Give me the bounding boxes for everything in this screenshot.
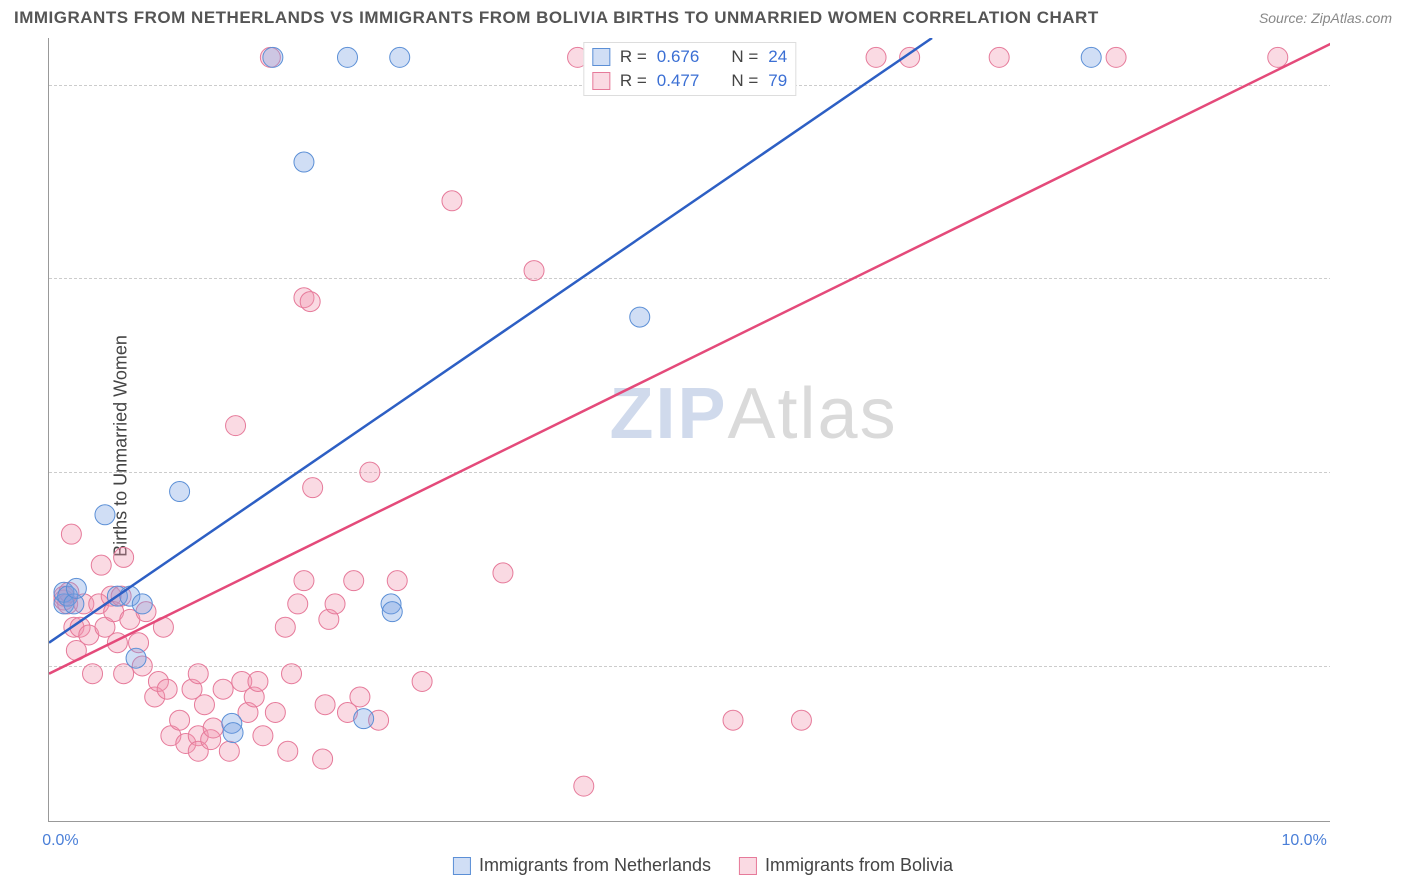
r-label: R = xyxy=(620,47,647,67)
n-value: 24 xyxy=(768,47,787,67)
legend-label: Immigrants from Bolivia xyxy=(765,855,953,876)
regression-line xyxy=(49,38,1330,674)
x-tick xyxy=(466,821,467,822)
plot-wrap: ZIPAtlas R =0.676N =24R =0.477N =79 25.0… xyxy=(48,38,1392,822)
source-label: Source: ZipAtlas.com xyxy=(1259,10,1392,26)
r-value: 0.676 xyxy=(657,47,700,67)
legend-item: Immigrants from Bolivia xyxy=(739,855,953,876)
regression-line xyxy=(49,38,932,643)
n-value: 79 xyxy=(768,71,787,91)
series-legend: Immigrants from Netherlands Immigrants fr… xyxy=(453,855,953,876)
r-value: 0.477 xyxy=(657,71,700,91)
plot-area: ZIPAtlas R =0.676N =24R =0.477N =79 25.0… xyxy=(48,38,1330,822)
regression-lines xyxy=(49,38,1330,821)
legend-swatch xyxy=(453,857,471,875)
n-label: N = xyxy=(731,47,758,67)
legend-item: Immigrants from Netherlands xyxy=(453,855,711,876)
chart-title: IMMIGRANTS FROM NETHERLANDS VS IMMIGRANT… xyxy=(14,8,1099,28)
x-tick-label: 0.0% xyxy=(42,832,78,850)
legend-swatch xyxy=(739,857,757,875)
x-tick xyxy=(186,821,187,822)
x-tick-label: 10.0% xyxy=(1281,832,1326,850)
stats-row: R = 0.676 N = 24 xyxy=(592,45,787,69)
stats-legend: R = 0.676 N = 24 R = 0.477 N = 79 xyxy=(583,42,796,96)
x-tick xyxy=(646,821,647,822)
n-label: N = xyxy=(731,71,758,91)
legend-swatch xyxy=(592,72,610,90)
stats-row: R = 0.477 N = 79 xyxy=(592,69,787,93)
r-label: R = xyxy=(620,71,647,91)
legend-label: Immigrants from Netherlands xyxy=(479,855,711,876)
legend-swatch xyxy=(592,48,610,66)
